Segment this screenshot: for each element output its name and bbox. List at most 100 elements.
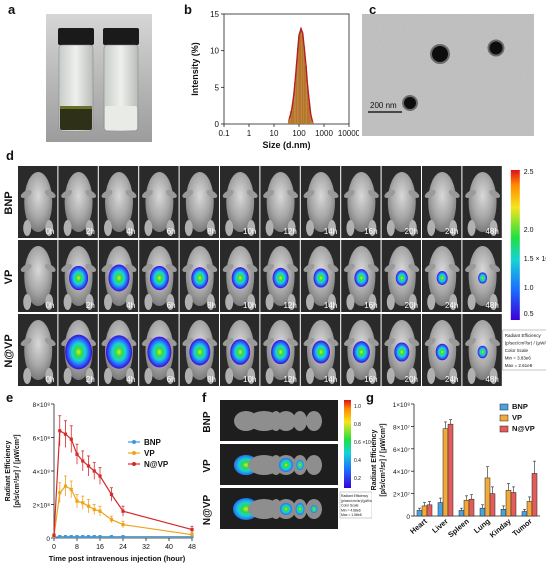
ex-vivo-organ-imaging: BNP VP N@VP 1.0 0.8 0.6 ×10⁸ 0.4 0.2 Radiant Eff… [202, 400, 377, 529]
mouse-hindlimb [287, 220, 296, 236]
mouse-forelimb [20, 338, 32, 346]
mouse-forelimb [448, 338, 460, 346]
mouse-image-tile: 10h [220, 314, 260, 386]
fluorescence-signal [189, 338, 211, 366]
x-tick-label: 0.1 [218, 129, 230, 138]
y-axis-label: Radiant Efficiency [371, 430, 378, 491]
organ-fluorescence [296, 460, 304, 470]
mouse-body [105, 172, 133, 232]
mouse-forelimb [61, 190, 73, 198]
mouse-hindlimb [63, 368, 72, 384]
data-point [86, 535, 91, 539]
colorbar-tick-label: 0.6 ×10⁸ [354, 440, 372, 446]
fluorescence-signal [106, 335, 132, 369]
data-point [98, 535, 102, 539]
timepoint-label: 6h [167, 227, 176, 236]
mouse-forelimb [206, 264, 218, 272]
mouse-image-tile: 4h [98, 166, 139, 238]
x-tick-label: 100 [292, 129, 306, 138]
mouse-forelimb [263, 190, 275, 198]
mouse-hindlimb [45, 220, 54, 236]
panel-f-organ-imaging: BNP VP N@VP 1.0 0.8 0.6 ×10⁸ 0.4 0.2 Radiant Eff… [200, 392, 377, 572]
mouse-forelimb [465, 190, 477, 198]
data-point [121, 535, 125, 539]
mouse-hindlimb [449, 294, 458, 310]
vial-liquid-dark [60, 106, 92, 130]
colorbar-tick-label: 1.0 [524, 285, 534, 292]
data-point [121, 509, 125, 513]
fluorescence-signal [230, 339, 251, 365]
mouse-image-tile: 48h [462, 166, 502, 238]
mouse-hindlimb [449, 368, 458, 384]
mouse-hindlimb [104, 294, 112, 310]
mouse-forelimb [165, 264, 177, 272]
mouse-hindlimb [467, 220, 476, 236]
timepoint-label: 12h [283, 227, 296, 236]
mouse-image-tile: 20h [381, 240, 421, 312]
mouse-forelimb [101, 264, 113, 272]
mouse-forelimb [343, 264, 355, 272]
mouse-image-tile: 2h [58, 240, 98, 312]
mouse-hindlimb [184, 368, 193, 384]
mouse-hindlimb [225, 294, 234, 310]
fluorescence-signal [231, 267, 249, 289]
mouse-hindlimb [408, 294, 417, 310]
organ-fluorescence [279, 458, 293, 472]
mouse-forelimb [222, 338, 234, 346]
mouse-forelimb [287, 264, 299, 272]
timepoint-label: 6h [167, 375, 176, 384]
y-tick-label: 15 [210, 10, 219, 19]
data-point [75, 499, 79, 503]
data-point [52, 533, 56, 538]
x-tick-label: 32 [142, 544, 150, 551]
histogram-bar [297, 47, 299, 124]
mouse-hindlimb [144, 368, 153, 384]
fluorescence-signal [149, 265, 169, 291]
bar [437, 502, 444, 517]
mouse-hindlimb [408, 220, 417, 236]
mouse-image-tile: 12h [260, 166, 300, 238]
mouse-image-tile: 6h [139, 314, 179, 386]
legend-marker [132, 440, 136, 444]
nanoparticle [402, 95, 418, 111]
mouse-forelimb [125, 338, 137, 346]
legend-label: VP [512, 413, 522, 422]
data-point [63, 432, 68, 436]
bar [531, 473, 538, 517]
series-line [53, 429, 193, 536]
histogram-bar [308, 102, 311, 124]
legend-swatch [499, 414, 509, 422]
timepoint-label: 10h [243, 301, 256, 310]
fluorescence-signal [395, 270, 408, 286]
mouse-hindlimb [247, 294, 256, 310]
y-tick-label: 2×10⁸ [33, 503, 51, 510]
histogram-bar [292, 97, 295, 124]
mouse-forelimb [367, 264, 379, 272]
data-point [81, 501, 85, 505]
mouse-hindlimb [126, 220, 134, 236]
mouse-image-tile: 4h [98, 240, 139, 312]
mouse-forelimb [101, 190, 113, 198]
histogram-bar [288, 119, 291, 124]
bar [510, 492, 517, 517]
histogram-bar [303, 46, 306, 125]
mouse-hindlimb [63, 220, 72, 236]
mouse-image-tile: 12h [260, 314, 300, 386]
mouse-image-tile: 0h [18, 314, 58, 386]
histogram-bar [301, 33, 304, 124]
timepoint-label: 8h [207, 227, 216, 236]
distribution-curve [288, 26, 314, 122]
mouse-image-tile: 2h [58, 166, 98, 238]
bar [505, 489, 512, 517]
legend-marker [132, 462, 136, 466]
timecourse-chart: 0 8 16 24 32 40 48 0 2×10⁸ 4×10⁸ 6×10⁸ 8×10⁸ BNP VP N@… [5, 402, 196, 563]
mouse-forelimb [222, 264, 234, 272]
fluorescence-signal [354, 269, 369, 287]
mouse-forelimb [141, 338, 153, 346]
fluorescence-signal [272, 267, 289, 289]
mouse-forelimb [465, 338, 477, 346]
timepoint-label: 20h [405, 301, 418, 310]
mouse-forelimb [182, 338, 194, 346]
legend-swatch [499, 425, 509, 433]
timepoint-label: 16h [364, 301, 377, 310]
